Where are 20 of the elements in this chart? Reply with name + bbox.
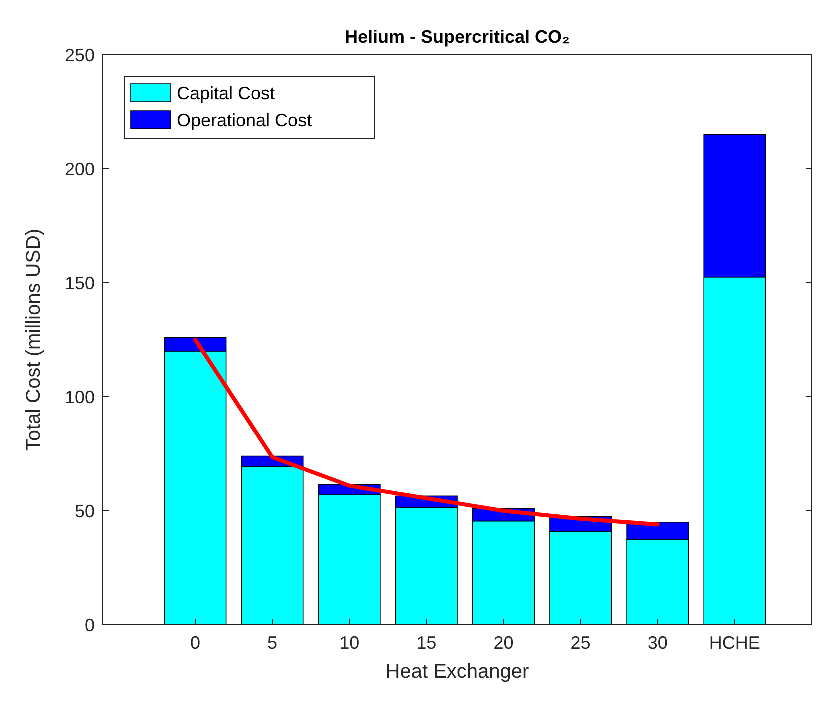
x-tick-label: 30 bbox=[648, 633, 668, 653]
x-tick-label: 5 bbox=[268, 633, 278, 653]
chart-title: Helium - Supercritical CO₂ bbox=[344, 27, 570, 47]
y-tick-label: 200 bbox=[64, 159, 95, 180]
x-tick-label: 15 bbox=[416, 633, 437, 653]
x-tick-label: 10 bbox=[340, 633, 360, 653]
y-tick-label: 150 bbox=[64, 273, 95, 294]
x-axis-title: Heat Exchanger bbox=[386, 661, 530, 683]
y-tick-label: 100 bbox=[64, 387, 95, 408]
y-axis-title: Total Cost (millions USD) bbox=[23, 228, 45, 452]
legend-label: Capital Cost bbox=[177, 83, 276, 104]
y-tick-label: 50 bbox=[74, 501, 95, 522]
line-series bbox=[193, 338, 660, 527]
x-tick-label: 25 bbox=[570, 633, 591, 653]
y-tick-label: 0 bbox=[84, 615, 95, 636]
y-tick-label: 250 bbox=[64, 45, 95, 66]
x-tick-label: 0 bbox=[190, 633, 200, 653]
x-tick-label: HCHE bbox=[709, 633, 760, 653]
legend-label: Operational Cost bbox=[177, 110, 312, 130]
x-tick-label: 20 bbox=[494, 633, 514, 653]
